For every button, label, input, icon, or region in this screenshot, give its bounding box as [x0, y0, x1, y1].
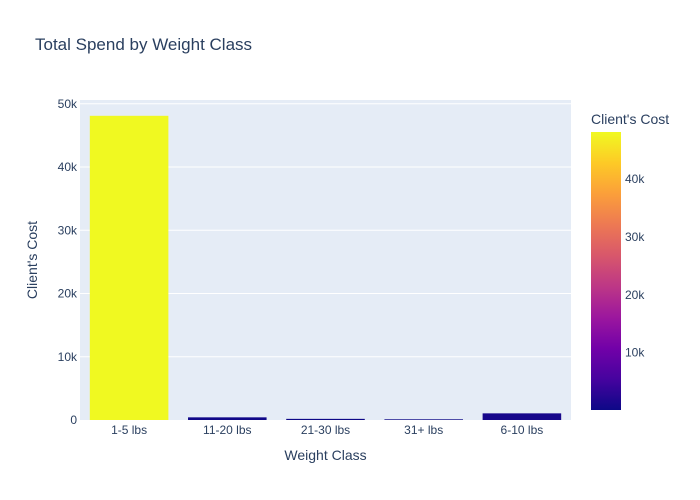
- colorbar-tick-label: 40k: [625, 172, 645, 186]
- y-axis-title: Client's Cost: [24, 221, 40, 299]
- colorbar-ticks: 10k 20k 30k 40k: [625, 172, 645, 360]
- bar: [384, 419, 463, 420]
- colorbar-title: Client's Cost: [591, 111, 669, 127]
- x-tick-label: 31+ lbs: [404, 423, 443, 437]
- x-tick-label: 21-30 lbs: [301, 423, 350, 437]
- bar: [188, 417, 267, 420]
- x-tick-label: 11-20 lbs: [203, 423, 251, 437]
- y-tick-label: 10k: [58, 350, 78, 364]
- y-axis-ticks: 0 10k 20k 30k 40k 50k: [58, 97, 78, 427]
- bar: [286, 418, 365, 420]
- y-tick-label: 30k: [58, 223, 78, 237]
- chart-title: Total Spend by Weight Class: [35, 35, 252, 54]
- colorbar-tick-label: 10k: [625, 346, 645, 360]
- bars: [89, 115, 562, 421]
- x-tick-label: 1-5 lbs: [111, 423, 147, 437]
- y-tick-label: 50k: [58, 97, 78, 111]
- colorbar: [591, 132, 621, 410]
- y-tick-label: 40k: [58, 160, 78, 174]
- x-tick-label: 6-10 lbs: [501, 423, 544, 437]
- colorbar-tick-label: 30k: [625, 230, 645, 244]
- y-tick-label: 0: [70, 413, 77, 427]
- x-axis-ticks: 1-5 lbs 11-20 lbs 21-30 lbs 31+ lbs 6-10 lbs: [111, 423, 543, 437]
- bar: [89, 115, 169, 421]
- x-axis-title: Weight Class: [284, 447, 366, 463]
- colorbar-tick-label: 20k: [625, 288, 645, 302]
- bar: [482, 413, 562, 420]
- y-tick-label: 20k: [58, 287, 78, 301]
